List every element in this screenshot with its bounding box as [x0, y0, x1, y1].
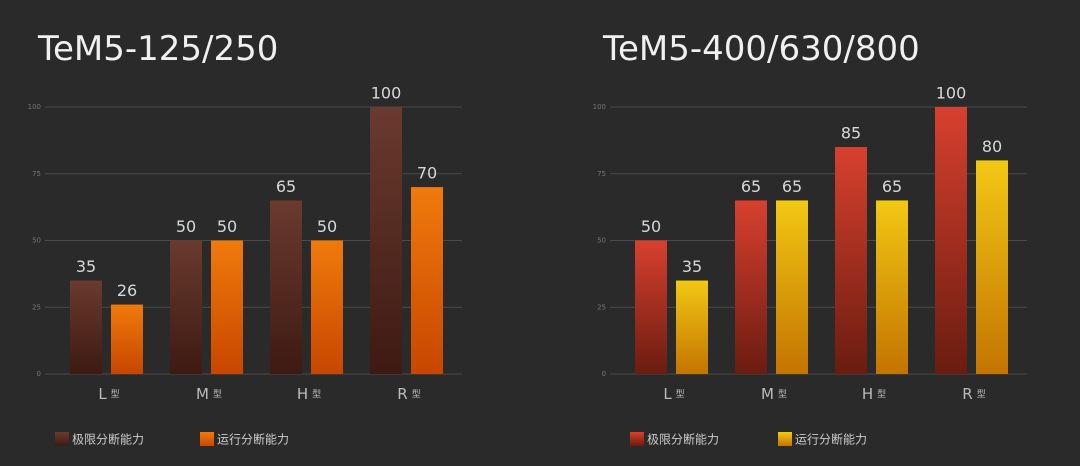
- chart-title: TeM5-125/250: [37, 29, 278, 69]
- legend-swatch: [55, 432, 69, 446]
- legend-label: 极限分断能力: [647, 432, 719, 447]
- legend-label: 运行分断能力: [795, 432, 867, 447]
- value-label: 50: [317, 217, 337, 236]
- legend-swatch: [778, 432, 792, 446]
- value-label: 35: [76, 257, 96, 276]
- bar: [876, 200, 908, 374]
- bar: [211, 240, 243, 374]
- legend-label: 极限分断能力: [72, 432, 144, 447]
- bar: [370, 107, 402, 374]
- value-label: 50: [176, 217, 196, 236]
- y-tick-label: 0: [37, 370, 41, 378]
- value-label: 100: [371, 84, 402, 103]
- bar: [170, 240, 202, 374]
- y-tick-label: 75: [32, 170, 41, 178]
- y-tick-label: 100: [593, 103, 606, 111]
- value-label: 80: [982, 137, 1002, 156]
- value-label: 65: [741, 177, 761, 196]
- y-tick-label: 50: [597, 237, 606, 245]
- y-tick-label: 0: [602, 370, 606, 378]
- y-tick-label: 50: [32, 237, 41, 245]
- bar: [70, 280, 102, 374]
- value-label: 35: [682, 257, 702, 276]
- value-label: 70: [417, 164, 437, 183]
- bar: [311, 240, 343, 374]
- value-label: 65: [782, 177, 802, 196]
- value-label: 50: [217, 217, 237, 236]
- bar: [835, 147, 867, 374]
- y-tick-label: 25: [32, 303, 41, 311]
- y-tick-label: 25: [597, 303, 606, 311]
- chart-title: TeM5-400/630/800: [602, 29, 920, 69]
- value-label: 85: [841, 124, 861, 143]
- legend-swatch: [200, 432, 214, 446]
- legend-label: 运行分断能力: [217, 432, 289, 447]
- bar: [735, 200, 767, 374]
- bar: [270, 200, 302, 374]
- y-tick-label: 100: [28, 103, 41, 111]
- y-tick-label: 75: [597, 170, 606, 178]
- bar: [776, 200, 808, 374]
- bar: [635, 240, 667, 374]
- bar: [111, 304, 143, 374]
- bar: [676, 280, 708, 374]
- value-label: 50: [641, 217, 661, 236]
- value-label: 65: [882, 177, 902, 196]
- value-label: 100: [936, 84, 967, 103]
- value-label: 26: [117, 281, 137, 300]
- value-label: 65: [276, 177, 296, 196]
- bar: [411, 187, 443, 374]
- bar: [935, 107, 967, 374]
- bar: [976, 160, 1008, 374]
- legend-swatch: [630, 432, 644, 446]
